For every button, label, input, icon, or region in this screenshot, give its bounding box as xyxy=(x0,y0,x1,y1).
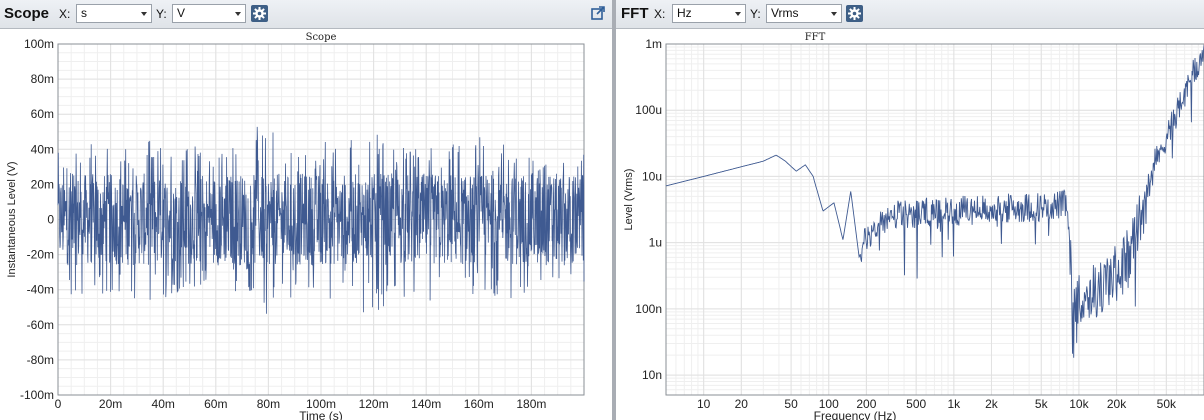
fft-y-unit-select[interactable]: Vrms xyxy=(766,4,842,23)
x-tick-label: 5k xyxy=(1035,397,1049,411)
y-tick-label: -60m xyxy=(27,318,54,332)
x-tick-label: 500 xyxy=(906,397,926,411)
y-tick-label: 20m xyxy=(31,177,54,191)
y-axis-label: Instantaneous Level (V) xyxy=(6,161,18,277)
scope-x-unit-value: s xyxy=(81,6,87,20)
y-tick-label: 40m xyxy=(31,142,54,156)
scope-x-label: X: xyxy=(59,7,71,21)
x-tick-label: 50k xyxy=(1157,397,1177,411)
x-tick-label: 1k xyxy=(947,397,961,411)
y-axis-label: Level (Vrms) xyxy=(623,169,635,231)
fft-chart[interactable]: 10 20 50 100 200 500 1k 2k 5k 10k 20k 50k 1m 100u 10u 1… xyxy=(616,28,1204,420)
chart-title: FFT xyxy=(805,32,826,43)
fft-toolbar: FFT X: Hz Y: Vrms xyxy=(616,0,1204,29)
chevron-down-icon xyxy=(831,12,837,16)
panel-divider[interactable] xyxy=(612,0,616,420)
scope-title: Scope xyxy=(4,5,50,22)
y-tick-label: -80m xyxy=(27,353,54,367)
scope-toolbar: Scope X: s Y: V xyxy=(0,0,612,29)
x-tick-label: 0 xyxy=(55,397,62,411)
chevron-down-icon xyxy=(141,12,147,16)
x-axis-label: Frequency (Hz) xyxy=(814,409,897,420)
x-tick-label: 100 xyxy=(819,397,839,411)
y-tick-label: -40m xyxy=(27,283,54,297)
y-tick-label: 10u xyxy=(642,169,662,183)
x-tick-label: 20k xyxy=(1107,397,1127,411)
x-tick-label: 10k xyxy=(1069,397,1089,411)
y-tick-label: 100n xyxy=(635,302,662,316)
scope-trace xyxy=(57,126,585,314)
scope-y-unit-select[interactable]: V xyxy=(172,4,246,23)
x-tick-label: 100m xyxy=(306,397,336,411)
x-tick-label: 20 xyxy=(735,397,749,411)
fft-panel: FFT X: Hz Y: Vrms 10 20 50 100 200 500 1k xyxy=(616,0,1204,420)
chevron-down-icon xyxy=(735,12,741,16)
x-tick-label: 20m xyxy=(99,397,122,411)
x-axis-label: Time (s) xyxy=(299,409,343,420)
chevron-down-icon xyxy=(235,12,241,16)
x-tick-label: 180m xyxy=(516,397,546,411)
gear-icon[interactable] xyxy=(846,5,863,22)
gear-icon[interactable] xyxy=(251,5,268,22)
chart-title: Scope xyxy=(306,32,337,43)
scope-y-label: Y: xyxy=(156,7,167,21)
x-tick-label: 80m xyxy=(257,397,280,411)
x-tick-label: 10 xyxy=(697,397,711,411)
fft-x-label: X: xyxy=(654,7,666,21)
y-tick-label: 60m xyxy=(31,107,54,121)
fft-y-label: Y: xyxy=(750,7,761,21)
x-tick-label: 200 xyxy=(856,397,876,411)
fft-title: FFT xyxy=(621,5,649,22)
x-tick-label: 140m xyxy=(411,397,441,411)
x-tick-label: 2k xyxy=(985,397,999,411)
fft-x-unit-value: Hz xyxy=(677,6,692,20)
scope-y-unit-value: V xyxy=(177,6,186,20)
y-tick-label: -100m xyxy=(20,388,54,402)
scope-chart[interactable]: 0 20m 40m 60m 80m 100m 120m 140m 160m 180m 100m 80m… xyxy=(0,28,612,420)
scope-panel: Scope X: s Y: V xyxy=(0,0,612,420)
x-tick-label: 160m xyxy=(464,397,494,411)
y-tick-label: 0 xyxy=(47,213,54,227)
fft-y-unit-value: Vrms xyxy=(771,6,799,20)
plot-area xyxy=(666,44,1204,395)
x-tick-label: 40m xyxy=(152,397,175,411)
y-tick-label: 80m xyxy=(31,72,54,86)
fft-trace xyxy=(665,45,1204,358)
scope-x-unit-select[interactable]: s xyxy=(76,4,152,23)
y-tick-label: 1m xyxy=(645,37,662,51)
x-tick-label: 60m xyxy=(204,397,227,411)
x-tick-label: 50 xyxy=(784,397,798,411)
y-tick-label: 10n xyxy=(642,368,662,382)
popout-icon[interactable] xyxy=(591,6,605,20)
y-tick-label: -20m xyxy=(27,248,54,262)
y-tick-label: 100m xyxy=(24,37,54,51)
x-tick-label: 120m xyxy=(359,397,389,411)
y-tick-label: 100u xyxy=(635,103,662,117)
plot-frame xyxy=(665,43,1204,396)
y-tick-label: 1u xyxy=(649,236,662,250)
fft-x-unit-select[interactable]: Hz xyxy=(672,4,746,23)
